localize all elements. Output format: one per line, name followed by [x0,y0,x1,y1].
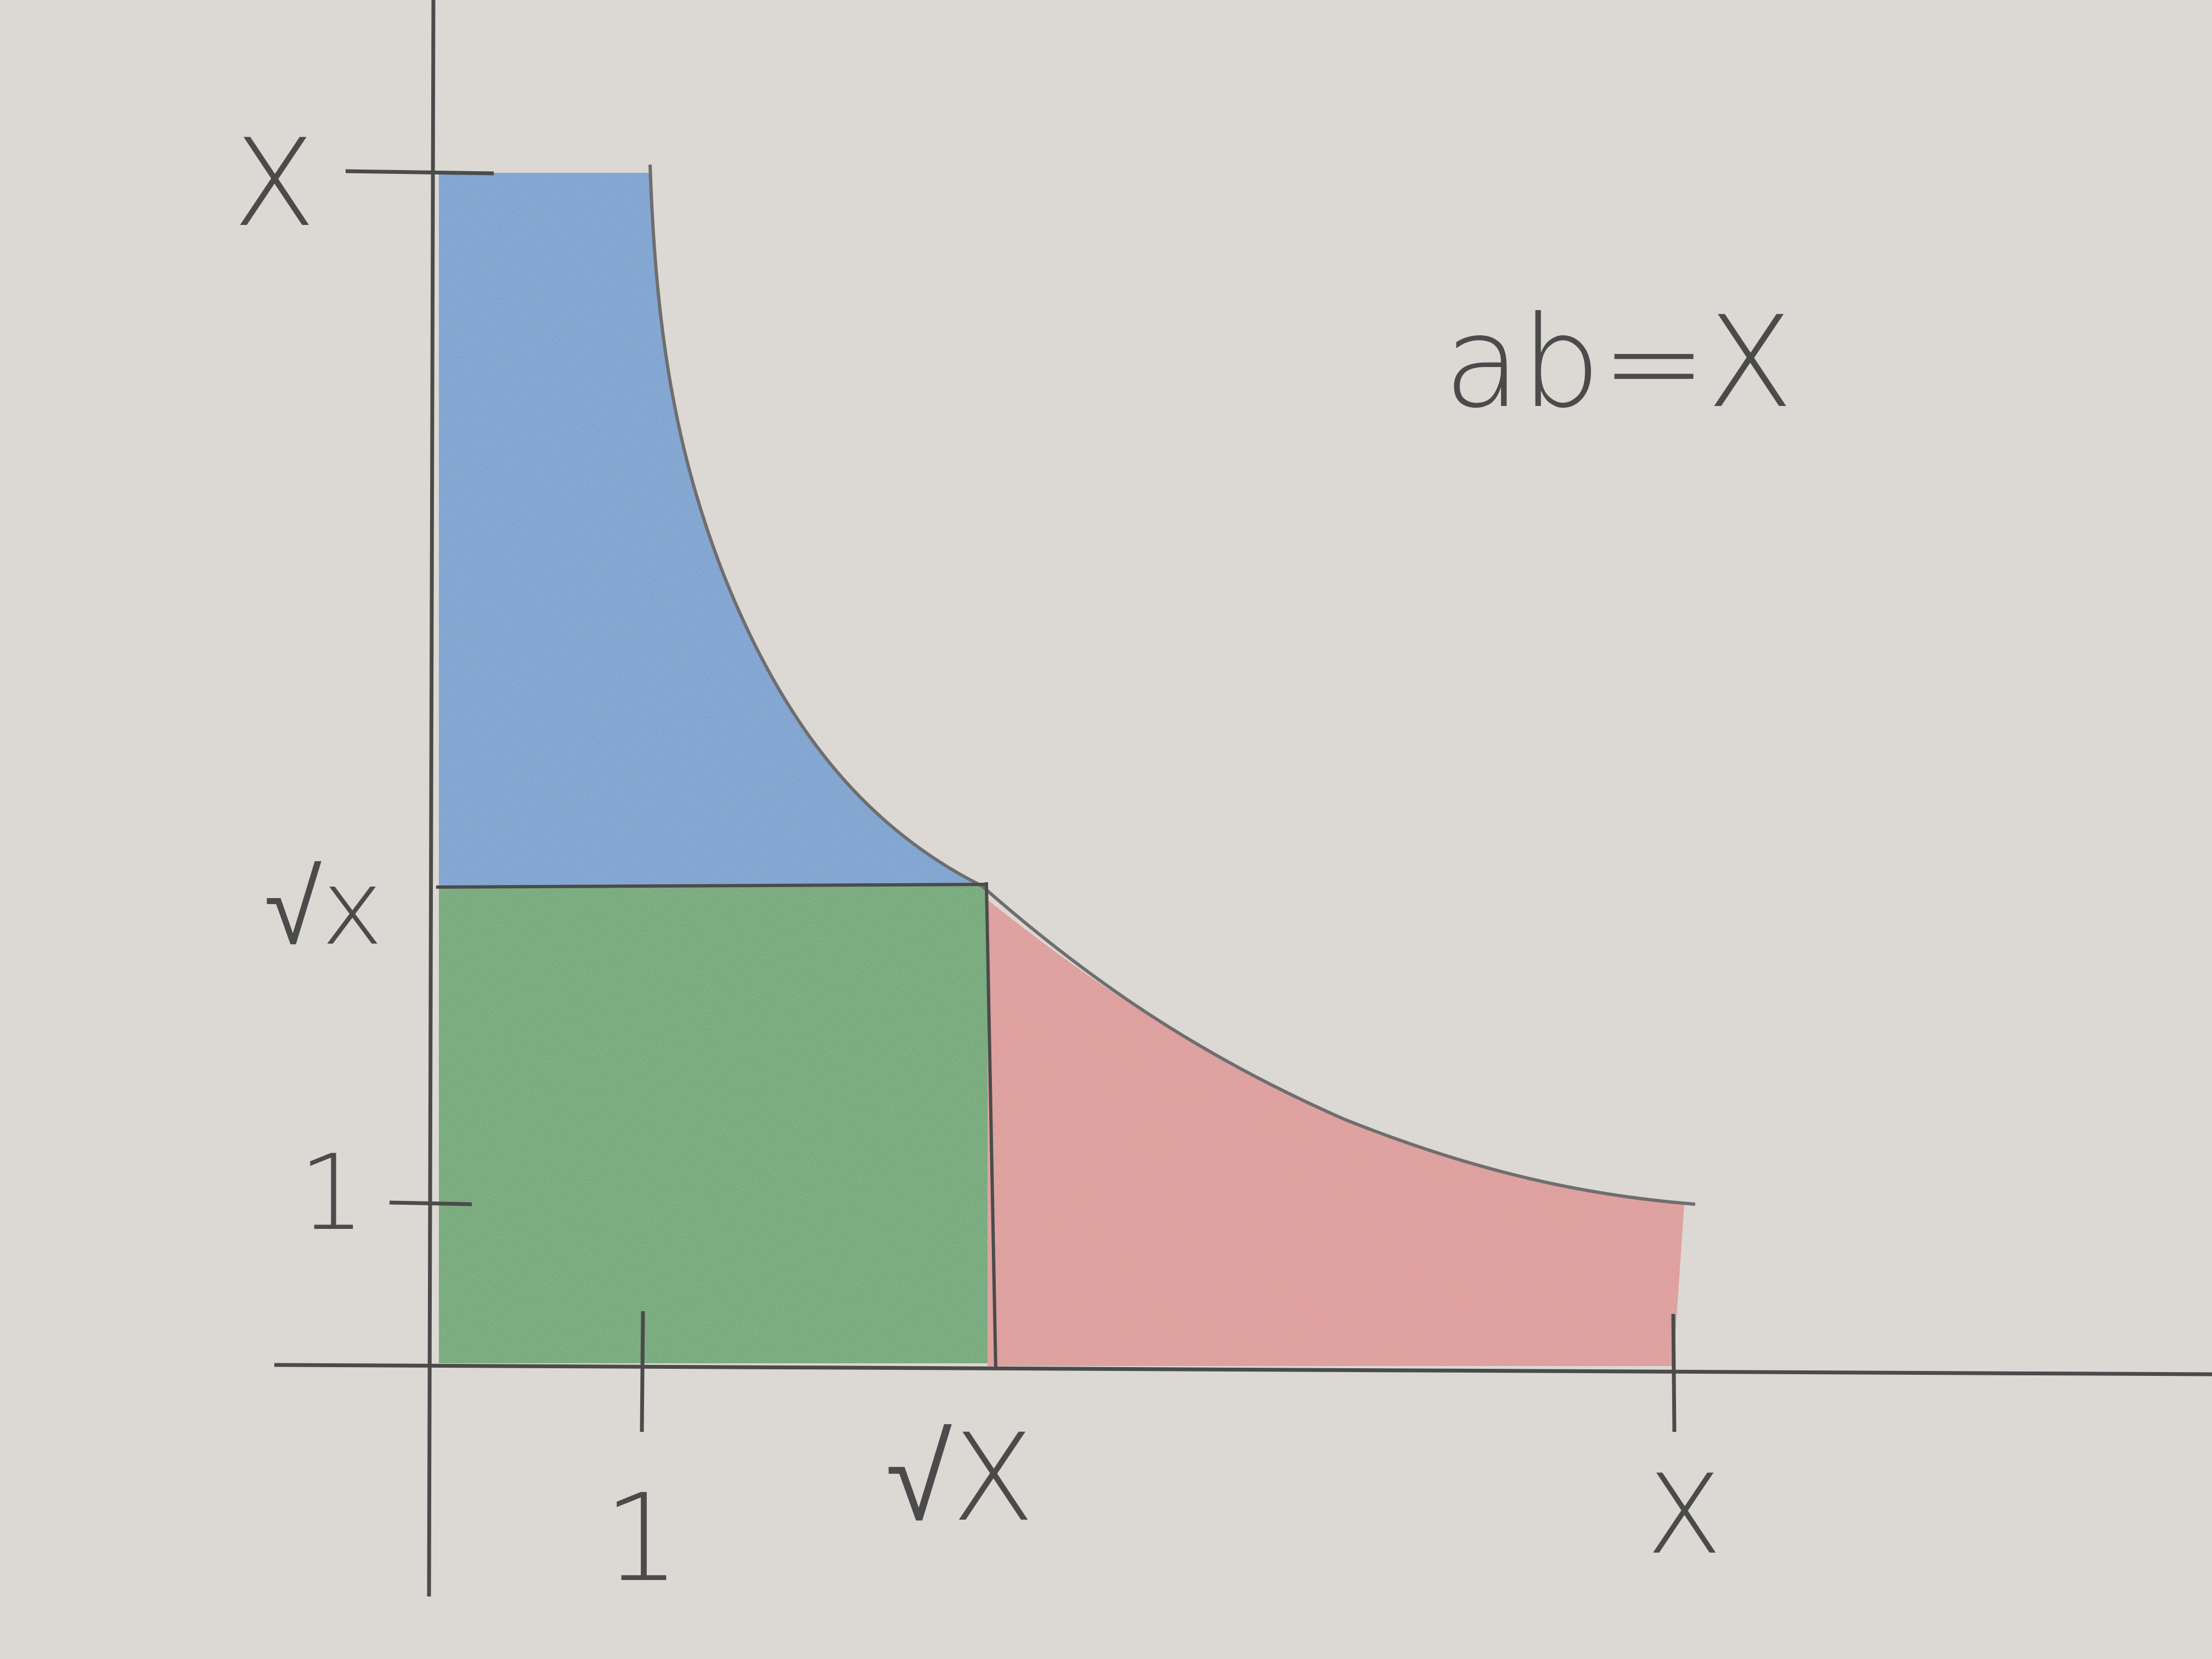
y-label-top: X [233,113,316,253]
sqrt-x-vertical-line [985,882,997,1369]
y-label-middle: √x [264,847,383,968]
red-region [988,900,1684,1366]
x-tick-x [1671,1313,1677,1432]
y-tick-1 [389,1200,472,1206]
blue-region [439,173,982,886]
x-label-right: X [1646,1451,1722,1579]
y-label-bottom: 1 [299,1132,365,1254]
green-region [439,886,988,1363]
y-axis [427,0,436,1597]
x-label-left: 1 [603,1468,680,1609]
y-tick-x [345,169,494,176]
x-label-middle: √X [885,1408,1034,1548]
sqrt-x-horizontal-line [436,883,988,889]
x-axis [274,1363,2212,1376]
x-tick-1 [640,1311,645,1432]
equation-label: ab=X [1443,290,1793,436]
